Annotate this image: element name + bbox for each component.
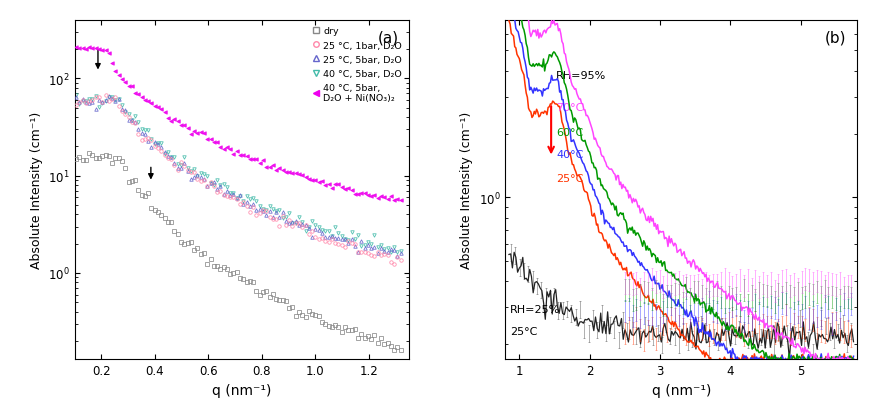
- Legend: dry, 25 °C, 1bar, D₂O, 25 °C, 5bar, D₂O, 40 °C, 5bar, D₂O, 40 °C, 5bar,
D₂O + Ni: dry, 25 °C, 1bar, D₂O, 25 °C, 5bar, D₂O,…: [308, 24, 406, 107]
- Text: 40°C: 40°C: [556, 150, 583, 160]
- Text: 25°C: 25°C: [509, 326, 536, 336]
- Text: 70°C: 70°C: [556, 102, 583, 112]
- Text: 25°C: 25°C: [556, 174, 583, 184]
- Text: 60°C: 60°C: [556, 128, 583, 138]
- Text: RH=25%: RH=25%: [509, 304, 559, 314]
- X-axis label: q (nm⁻¹): q (nm⁻¹): [651, 383, 710, 396]
- Y-axis label: Absolute Intensity (cm⁻¹): Absolute Intensity (cm⁻¹): [30, 112, 42, 268]
- Y-axis label: Absolute Intensity (cm⁻¹): Absolute Intensity (cm⁻¹): [460, 112, 472, 268]
- X-axis label: q (nm⁻¹): q (nm⁻¹): [212, 383, 271, 396]
- Text: RH=95%: RH=95%: [556, 71, 606, 81]
- Text: (b): (b): [824, 31, 846, 46]
- Text: (a): (a): [378, 31, 399, 46]
